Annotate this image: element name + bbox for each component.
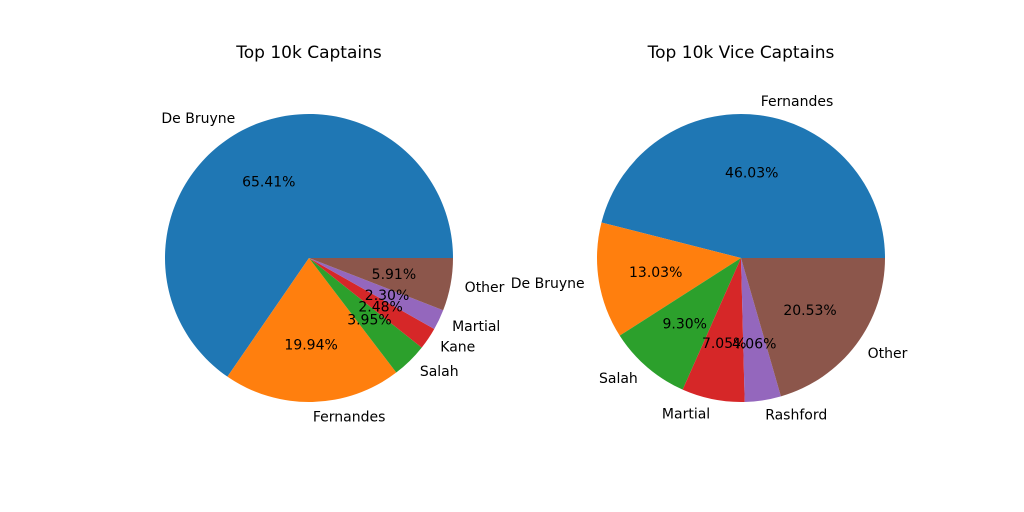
captains-label-kane: Kane <box>440 340 475 356</box>
captains-chart-title: Top 10k Captains <box>235 43 382 63</box>
vice-captains-percent-other: 20.53% <box>783 303 836 319</box>
vice-captains-percent-rashford: 4.06% <box>732 336 776 352</box>
vice-captains-label-salah: Salah <box>599 371 638 387</box>
captains-slice-kane <box>309 258 435 348</box>
vice-captains-slice-salah <box>619 258 741 390</box>
vice-captains-chart-title: Top 10k Vice Captains <box>647 43 835 63</box>
captains-slice-martial <box>309 258 444 330</box>
vice-captains-label-rashford: Rashford <box>765 408 827 424</box>
captains-percent-fernandes: 19.94% <box>284 337 337 353</box>
vice-captains-pie-chart: Top 10k Vice Captains Fernandes 46.03% De … <box>511 43 908 424</box>
captains-percent-martial: 2.30% <box>365 288 409 304</box>
captains-slices <box>164 114 453 402</box>
captains-slice-de-bruyne <box>164 114 453 377</box>
captains-slice-other <box>309 258 453 311</box>
captains-labels: De Bruyne 65.41% Fernandes 19.94% Salah 3.95%… <box>161 111 504 426</box>
vice-captains-slice-fernandes <box>601 113 885 259</box>
captains-label-other: Other <box>465 280 505 296</box>
vice-captains-slice-martial <box>682 258 745 402</box>
vice-captains-slices <box>597 113 885 402</box>
vice-captains-label-other: Other <box>868 346 908 362</box>
vice-captains-slice-de-bruyne <box>597 222 741 336</box>
captains-label-salah: Salah <box>420 364 459 380</box>
vice-captains-percent-fernandes: 46.03% <box>725 165 778 181</box>
vice-captains-slice-other <box>741 258 885 397</box>
captains-pie-chart: Top 10k Captains De Bruyne 65.41% Fernande… <box>161 43 504 425</box>
captains-label-martial: Martial <box>452 319 500 335</box>
vice-captains-label-martial: Martial <box>662 406 710 422</box>
vice-captains-label-de-bruyne: De Bruyne <box>511 276 585 292</box>
captains-slice-salah <box>309 258 422 373</box>
captains-label-de-bruyne: De Bruyne <box>161 111 235 127</box>
captains-percent-kane: 2.48% <box>358 299 402 315</box>
vice-captains-percent-martial: 7.05% <box>702 336 746 352</box>
captains-percent-de-bruyne: 65.41% <box>242 175 295 191</box>
captains-percent-other: 5.91% <box>372 267 416 283</box>
captains-percent-salah: 3.95% <box>347 313 391 329</box>
vice-captains-labels: Fernandes 46.03% De Bruyne 13.03% Salah 9.30%… <box>511 94 908 424</box>
captains-label-fernandes: Fernandes <box>313 409 386 425</box>
vice-captains-percent-salah: 9.30% <box>662 317 706 333</box>
vice-captains-slice-rashford <box>741 258 781 402</box>
captains-slice-fernandes <box>227 258 397 402</box>
vice-captains-percent-de-bruyne: 13.03% <box>629 265 682 281</box>
vice-captains-label-fernandes: Fernandes <box>761 94 834 110</box>
